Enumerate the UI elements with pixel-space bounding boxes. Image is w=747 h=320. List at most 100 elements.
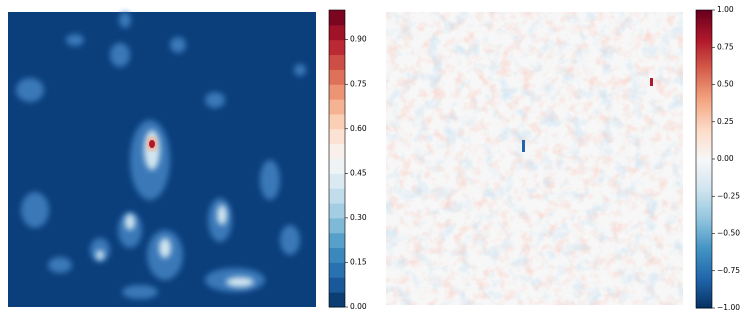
colorbar-band bbox=[696, 94, 712, 97]
colorbar-band bbox=[696, 53, 712, 56]
colorbar-band bbox=[329, 39, 345, 56]
colorbar-band bbox=[696, 239, 712, 242]
colorbar-band bbox=[329, 232, 345, 249]
colorbar-band bbox=[696, 267, 712, 270]
colorbar-band bbox=[696, 48, 712, 51]
colorbar-band bbox=[696, 276, 712, 279]
colorbar-band bbox=[696, 302, 712, 305]
colorbar-band bbox=[696, 74, 712, 77]
colorbar-band bbox=[696, 145, 712, 148]
colorbar-band bbox=[696, 118, 712, 121]
colorbar-band bbox=[696, 263, 712, 266]
colorbar-band bbox=[696, 42, 712, 45]
colorbar-band bbox=[696, 261, 712, 264]
colorbar-band bbox=[696, 80, 712, 83]
colorbar-band bbox=[696, 190, 712, 193]
colorbar-band bbox=[329, 173, 345, 189]
colorbar-tick-label: 0.15 bbox=[350, 257, 367, 266]
colorbar-band bbox=[696, 176, 712, 179]
colorbar-band bbox=[696, 91, 712, 94]
colorbar-band bbox=[696, 15, 712, 18]
colorbar-band bbox=[696, 258, 712, 261]
colorbar-band bbox=[696, 167, 712, 170]
colorbar-band bbox=[696, 288, 712, 291]
colorbar-band bbox=[696, 160, 712, 163]
colorbar-band bbox=[696, 36, 712, 39]
colorbar-band bbox=[696, 111, 712, 114]
colorbar-band bbox=[696, 221, 712, 224]
colorbar-band bbox=[696, 85, 712, 88]
colorbar-band bbox=[696, 305, 712, 308]
colorbar-band bbox=[696, 278, 712, 281]
colorbar-band bbox=[696, 203, 712, 206]
colorbar-band bbox=[696, 69, 712, 72]
colorbar-band bbox=[696, 211, 712, 214]
colorbar-tick-label: 0.50 bbox=[717, 80, 734, 89]
colorbar-band bbox=[696, 114, 712, 117]
colorbar-band bbox=[696, 226, 712, 229]
colorbar-band bbox=[696, 11, 712, 14]
colorbar-band bbox=[696, 102, 712, 105]
colorbar-band bbox=[696, 27, 712, 30]
colorbar-band bbox=[696, 194, 712, 197]
colorbar-band bbox=[696, 166, 712, 169]
colorbar-band bbox=[696, 157, 712, 160]
colorbar-tick-label: 0.60 bbox=[350, 124, 367, 133]
colorbar-band bbox=[696, 123, 712, 126]
colorbar-band bbox=[329, 128, 345, 145]
colorbar-band bbox=[696, 224, 712, 227]
colorbar-band bbox=[696, 30, 712, 33]
colorbar-band bbox=[696, 83, 712, 85]
colorbar-band bbox=[696, 159, 712, 161]
colorbar-tick-label: 0.25 bbox=[717, 117, 734, 126]
colorbar-band bbox=[696, 33, 712, 36]
colorbar-band bbox=[696, 233, 712, 236]
colorbar-band bbox=[696, 93, 712, 96]
colorbar-band bbox=[696, 275, 712, 278]
colorbar-band bbox=[696, 121, 712, 124]
colorbar-band bbox=[696, 202, 712, 205]
colorbar-band bbox=[696, 124, 712, 127]
colorbar-band bbox=[696, 112, 712, 115]
colorbar-band bbox=[696, 135, 712, 138]
colorbar-band bbox=[696, 139, 712, 142]
colorbar-band bbox=[696, 242, 712, 245]
colorbar-band bbox=[696, 164, 712, 167]
colorbar-band bbox=[696, 14, 712, 17]
colorbar-band bbox=[696, 163, 712, 166]
colorbar-band bbox=[696, 106, 712, 109]
colorbar-band bbox=[696, 10, 712, 12]
colorbar-band bbox=[696, 290, 712, 293]
colorbar-band bbox=[696, 193, 712, 196]
colorbar-band bbox=[696, 169, 712, 172]
colorbar-tick-label: 0.00 bbox=[350, 302, 367, 311]
colorbar-band bbox=[696, 303, 712, 306]
colorbar-band bbox=[696, 45, 712, 48]
colorbar-band bbox=[329, 247, 345, 263]
colorbar-band bbox=[696, 208, 712, 211]
colorbar-tick-label: 0.45 bbox=[350, 168, 367, 177]
colorbar-band bbox=[696, 281, 712, 284]
colorbar-band bbox=[329, 54, 345, 70]
colorbar-band bbox=[696, 182, 712, 185]
colorbar-band bbox=[696, 24, 712, 27]
colorbar-band bbox=[696, 75, 712, 78]
colorbar-band bbox=[696, 71, 712, 74]
colorbar-band bbox=[696, 206, 712, 209]
colorbar-band bbox=[329, 69, 345, 85]
colorbar-band bbox=[696, 209, 712, 212]
colorbar-band bbox=[696, 156, 712, 159]
colorbar-band bbox=[696, 173, 712, 176]
colorbar-band bbox=[696, 20, 712, 23]
colorbar-band bbox=[696, 105, 712, 108]
colorbar-band bbox=[696, 29, 712, 32]
colorbar-band bbox=[696, 199, 712, 202]
colorbar-band bbox=[696, 136, 712, 139]
colorbar-band bbox=[696, 130, 712, 133]
heatmap-right bbox=[386, 12, 683, 305]
colorbar-band bbox=[696, 66, 712, 69]
colorbar-band bbox=[696, 179, 712, 182]
colorbar-band bbox=[696, 200, 712, 203]
colorbar-band bbox=[696, 300, 712, 303]
